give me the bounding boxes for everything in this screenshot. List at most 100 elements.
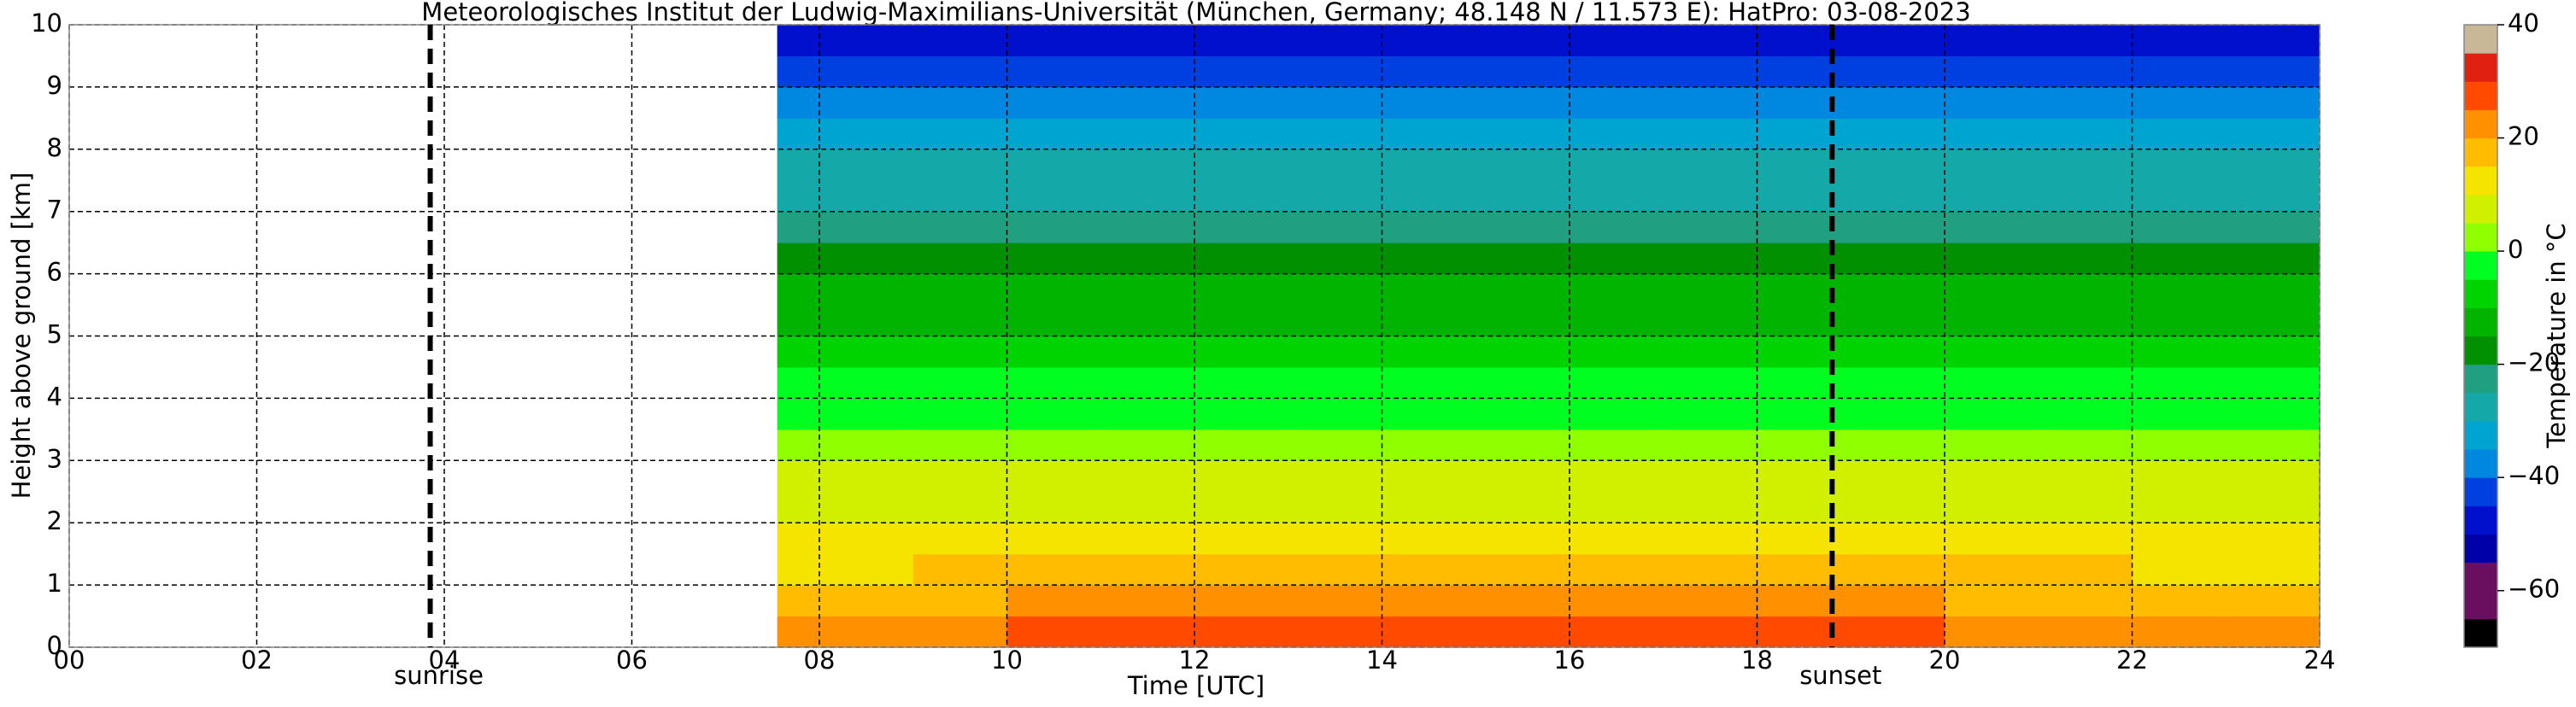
heatmap-cell [1663, 242, 1757, 275]
heatmap-cell [1851, 25, 1945, 56]
heatmap-cell [1851, 180, 1945, 213]
heatmap-cell [2038, 86, 2133, 119]
heatmap-cell [1570, 56, 1664, 88]
heatmap-cell [2038, 585, 2133, 617]
heatmap-cell [1194, 180, 1289, 213]
heatmap-cell [1382, 366, 1476, 399]
heatmap-cell [2132, 86, 2227, 119]
y-tick-label: 0 [47, 631, 62, 660]
y-tick-label: 1 [47, 569, 62, 598]
heatmap-cell [1851, 491, 1945, 523]
x-tick-label: 16 [1554, 646, 1586, 675]
heatmap-cell [2038, 616, 2133, 648]
heatmap-cell [1194, 149, 1289, 181]
heatmap-cell [1757, 118, 1851, 150]
heatmap-cell [1476, 86, 1570, 119]
heatmap-cell [2132, 491, 2227, 523]
heatmap-cell [1194, 491, 1289, 523]
x-tick-label: 10 [991, 646, 1023, 675]
y-tick-label: 9 [47, 71, 62, 100]
heatmap-cell [1100, 523, 1195, 555]
heatmap-cell [1757, 429, 1851, 461]
heatmap-cell [1570, 305, 1664, 336]
heatmap-cell [1288, 273, 1382, 306]
heatmap-cell [2038, 366, 2133, 399]
heatmap-cell [1100, 585, 1195, 617]
colorbar-band [2464, 420, 2497, 450]
heatmap-cell [1288, 86, 1382, 119]
x-tick-label: 08 [804, 646, 836, 675]
heatmap-cell [2132, 398, 2227, 430]
colorbar-band [2464, 137, 2497, 167]
heatmap-cell [2132, 460, 2227, 493]
y-tick-label: 5 [47, 320, 62, 349]
heatmap-cell [1663, 56, 1757, 88]
heatmap-cell [1382, 273, 1476, 306]
heatmap-cell [777, 366, 914, 399]
heatmap-cell [777, 585, 914, 617]
heatmap-cell [1288, 585, 1382, 617]
heatmap-cell [912, 180, 1007, 213]
x-tick-label: 06 [616, 646, 648, 675]
heatmap-cell [1757, 460, 1851, 493]
heatmap-cell [1570, 180, 1664, 213]
colorbar-band [2464, 194, 2497, 224]
heatmap-cell [1006, 336, 1101, 368]
heatmap-cell [912, 25, 1007, 56]
heatmap-cell [1570, 118, 1664, 150]
heatmap-cell [1945, 523, 2039, 555]
heatmap-cell [1945, 585, 2039, 617]
heatmap-cell [2132, 616, 2227, 648]
heatmap-cell [777, 523, 914, 555]
colorbar-band [2464, 53, 2497, 82]
heatmap-cell [1006, 118, 1101, 150]
colorbar-band [2464, 449, 2497, 478]
heatmap-cell [2132, 429, 2227, 461]
heatmap-cell [1945, 118, 2039, 150]
heatmap-cell [1194, 211, 1289, 243]
heatmap-cell [1100, 305, 1195, 336]
heatmap-cell [1851, 398, 1945, 430]
heatmap-cell [2226, 273, 2321, 306]
colorbar-band [2464, 477, 2497, 506]
heatmap-cell [1382, 491, 1476, 523]
colorbar-band [2464, 505, 2497, 535]
heatmap-cell [1663, 429, 1757, 461]
x-tick-label: 14 [1366, 646, 1398, 675]
heatmap-cell [912, 86, 1007, 119]
heatmap-cell [1476, 242, 1570, 275]
heatmap-cell [2132, 149, 2227, 181]
heatmap-cell [1100, 86, 1195, 119]
heatmap-cell [1757, 336, 1851, 368]
heatmap-cell [2038, 149, 2133, 181]
colorbar-band [2464, 25, 2497, 54]
heatmap-cell [2226, 25, 2321, 56]
heatmap-cell [1382, 585, 1476, 617]
heatmap-cell [1476, 56, 1570, 88]
heatmap-cell [1663, 336, 1757, 368]
heatmap-cell [912, 491, 1007, 523]
heatmap-cell [1570, 25, 1664, 56]
colorbar-tick-label: 40 [2508, 9, 2539, 38]
x-axis-label: Time [UTC] [1127, 671, 1265, 700]
x-tick-label: 02 [241, 646, 273, 675]
heatmap-cell [2226, 118, 2321, 150]
heatmap-cell [2226, 336, 2321, 368]
heatmap-cell [1006, 553, 1101, 586]
heatmap-cell [2132, 273, 2227, 306]
heatmap-cell [2226, 460, 2321, 493]
heatmap-cell [1288, 118, 1382, 150]
heatmap-cell [1663, 180, 1757, 213]
heatmap-cell [1382, 336, 1476, 368]
heatmap-cell [1945, 242, 2039, 275]
heatmap-cell [1851, 366, 1945, 399]
heatmap-cell [1757, 553, 1851, 586]
heatmap-cell [2132, 366, 2227, 399]
heatmap-cell [2038, 180, 2133, 213]
heatmap-cell [777, 460, 914, 493]
y-axis-label: Height above ground [km] [7, 172, 36, 500]
heatmap-cell [1194, 553, 1289, 586]
heatmap-cell [1757, 25, 1851, 56]
heatmap-cell [1100, 429, 1195, 461]
heatmap-cell [1663, 460, 1757, 493]
